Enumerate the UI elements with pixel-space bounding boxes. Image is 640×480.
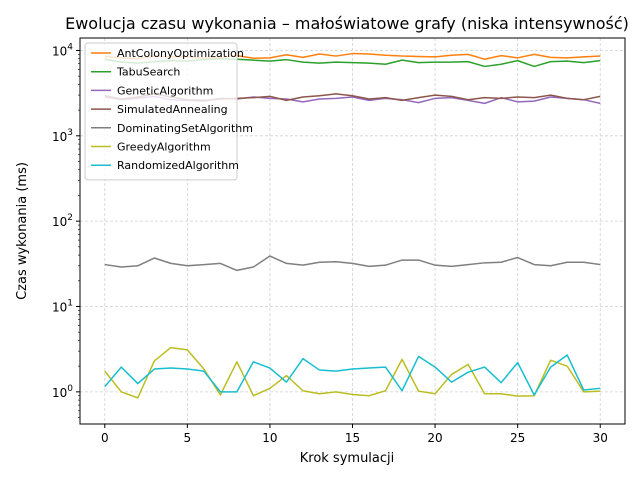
legend-entry-label: SimulatedAnnealing (117, 103, 228, 116)
series-line-DominatingSetAlgorithm (104, 255, 601, 272)
y-tick-exponent: 3 (67, 128, 73, 138)
x-tick-label: 5 (184, 431, 192, 445)
y-tick-label: 102 (52, 213, 73, 229)
y-tick-exponent: 0 (67, 384, 73, 394)
y-tick-label: 103 (52, 128, 73, 144)
legend-entry-label: GreedyAlgorithm (117, 141, 211, 154)
x-tick-label: 15 (345, 431, 360, 445)
chart-title: Ewolucja czasu wykonania – małoświatowe … (65, 14, 629, 33)
x-tick-label: 25 (510, 431, 525, 445)
x-axis-label: Krok symulacji (300, 451, 395, 466)
y-tick-exponent: 1 (67, 299, 73, 309)
series-line-RandomizedAlgorithm (104, 354, 601, 396)
y-tick-label: 104 (52, 42, 73, 58)
y-tick-label: 100 (52, 384, 73, 400)
y-axis-label: Czas wykonania (ms) (15, 162, 30, 300)
y-tick-base: 10 (52, 386, 67, 400)
y-tick-base: 10 (52, 215, 67, 229)
x-tick-label: 30 (593, 431, 608, 445)
x-tick-label: 0 (101, 431, 109, 445)
series-line-GreedyAlgorithm (104, 346, 601, 399)
y-tick-exponent: 2 (67, 213, 73, 223)
y-tick-base: 10 (52, 301, 67, 315)
x-tick-label: 10 (262, 431, 277, 445)
legend-entry-label: GeneticAlgorithm (117, 84, 213, 97)
x-tick-label: 20 (427, 431, 442, 445)
y-tick-label: 101 (52, 299, 73, 315)
legend-entry-label: DominatingSetAlgorithm (117, 122, 253, 135)
legend: AntColonyOptimization TabuSearch GeneticAl… (84, 42, 253, 181)
legend-entry-label: RandomizedAlgorithm (117, 159, 239, 172)
y-tick-exponent: 4 (67, 42, 73, 52)
legend-entry-label: TabuSearch (116, 66, 180, 79)
legend-entry-label: AntColonyOptimization (117, 47, 244, 60)
y-tick-base: 10 (52, 130, 67, 144)
y-tick-base: 10 (52, 44, 67, 58)
grid-lines (80, 38, 625, 424)
legend-box (84, 42, 238, 181)
